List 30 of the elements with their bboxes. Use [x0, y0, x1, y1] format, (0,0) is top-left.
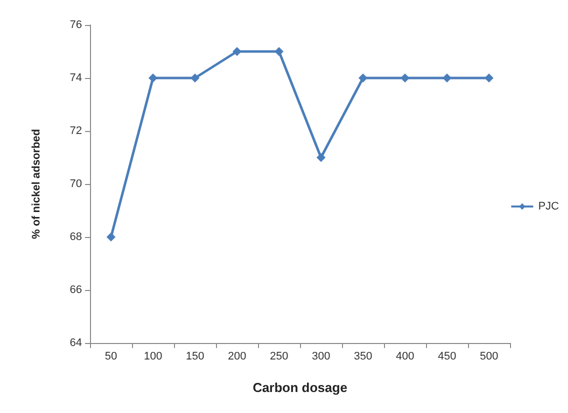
y-tick-label: 74	[70, 72, 82, 84]
x-tick-label: 400	[396, 350, 414, 362]
x-tick-label: 50	[104, 350, 118, 362]
x-tick-label: 450	[438, 350, 456, 362]
y-tick-label: 64	[70, 337, 82, 349]
y-tick-label: 70	[70, 178, 82, 190]
x-tick-label: 150	[186, 350, 204, 362]
point	[274, 47, 284, 56]
point	[358, 74, 368, 82]
x-tick-label: 350	[354, 350, 372, 362]
y-tick-label: 68	[70, 231, 82, 243]
point	[232, 47, 242, 56]
point	[400, 74, 410, 82]
x-tick-label: 100	[144, 350, 162, 362]
x-tick-label: 500	[480, 350, 498, 362]
point	[190, 74, 200, 82]
y-tick-label: 66	[70, 284, 82, 296]
x-tick-label: 200	[228, 350, 246, 362]
point	[484, 74, 494, 82]
y-axis-title: % of nickel adsorbed	[30, 128, 42, 240]
x-axis-title: Carbon dosage	[252, 380, 348, 395]
y-tick-label: 72	[70, 125, 82, 137]
y-tick-label: 76	[70, 19, 82, 31]
x-tick-label: 250	[270, 350, 288, 362]
legend-label: PJC	[538, 200, 560, 212]
point	[316, 153, 326, 162]
point	[148, 74, 158, 82]
point	[442, 74, 452, 82]
x-tick-label: 300	[312, 350, 330, 362]
point	[106, 232, 116, 242]
